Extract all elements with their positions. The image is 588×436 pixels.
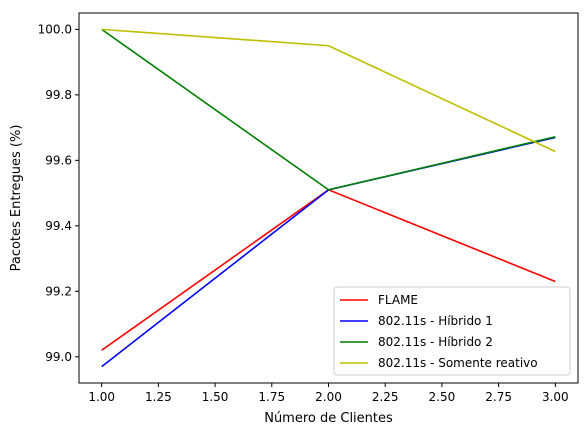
y-tick-label: 99.8 [45, 88, 72, 102]
legend-box [333, 286, 571, 376]
series-line-3 [101, 28, 556, 191]
x-tick-label: 1.25 [145, 390, 172, 404]
x-tick-label: 2.75 [485, 390, 512, 404]
y-axis-label: Pacotes Entregues (%) [9, 125, 24, 272]
x-tick-label: 1.75 [258, 390, 285, 404]
legend-label: 802.11s - Híbrido 2 [378, 335, 493, 349]
y-tick-label: 99.0 [45, 350, 72, 364]
series-layer [101, 28, 556, 368]
x-tick-label: 1.00 [88, 390, 115, 404]
y-tick-label: 99.6 [45, 153, 72, 167]
x-tick-label: 2.25 [372, 390, 399, 404]
legend-label: 802.11s - Somente reativo [378, 356, 538, 370]
y-tick-label: 99.2 [45, 284, 72, 298]
y-tick-label: 99.4 [45, 219, 72, 233]
x-tick-label: 2.50 [429, 390, 456, 404]
y-axis: 99.0 99.2 99.4 99.6 99.8 100.0 [38, 22, 79, 364]
x-tick-label: 2.00 [315, 390, 342, 404]
legend-label: 802.11s - Híbrido 1 [378, 314, 493, 328]
series-line-4 [101, 28, 556, 153]
x-axis-label: Número de Clientes [264, 411, 393, 426]
x-tick-label: 1.50 [202, 390, 229, 404]
legend: FLAME 802.11s - Híbrido 1 802.11s - Híbrid… [333, 286, 571, 376]
x-tick-label: 3.00 [542, 390, 569, 404]
legend-label: FLAME [378, 293, 418, 307]
y-tick-label: 100.0 [38, 22, 72, 36]
x-axis: 1.00 1.25 1.50 1.75 2.00 2.25 2.50 2.75 3.00 [88, 383, 569, 404]
